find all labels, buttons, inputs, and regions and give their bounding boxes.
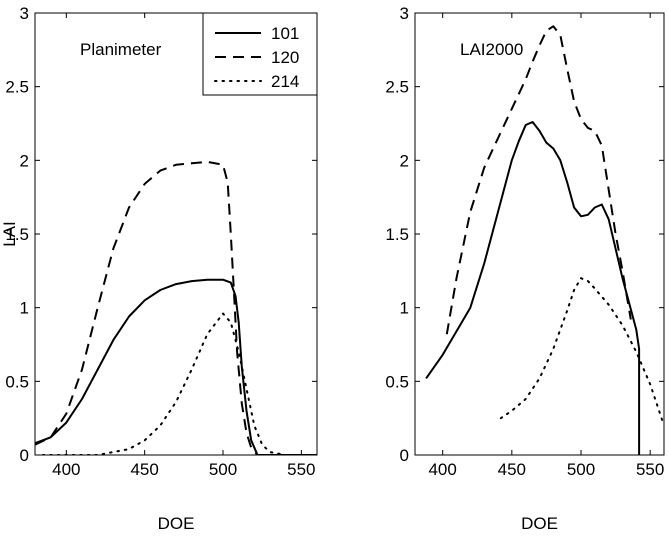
x-tick-label: 400 [428,460,456,479]
panel-annotation: LAI2000 [460,40,523,59]
y-tick-label: 2 [20,151,29,170]
series-line-214 [499,277,664,427]
panel-1: 400 450 500 550 0 0.5 1 1.5 2 2.5 3 DOE LAI Planimete… [0,4,318,533]
y-tick-label: 2.5 [385,78,409,97]
panel-2: 400 450 500 550 0 0.5 1 1.5 2 2.5 3 DOE LAI2000 [385,4,665,533]
y-axis-label: LAI [0,221,19,247]
y-tick-label: 1 [400,299,409,318]
series-line-214 [41,312,317,455]
x-tick-label: 500 [209,460,237,479]
legend-label: 120 [271,48,299,67]
legend-box [202,12,318,96]
y-tick-label: 0.5 [5,372,29,391]
y-tick-label: 2 [400,151,409,170]
x-tick-label: 450 [498,460,526,479]
x-tick-label: 400 [52,460,80,479]
y-tick-label: 0.5 [385,372,409,391]
x-axis-label: DOE [521,514,558,533]
y-tick-label: 1.5 [5,225,29,244]
y-tick-label: 1.5 [385,225,409,244]
x-tick-label: 500 [567,460,595,479]
legend-label: 214 [271,72,299,91]
panel-annotation: Planimeter [80,40,162,59]
series-line-120 [445,25,632,335]
series-line-120 [35,160,317,455]
y-tick-label: 0 [400,446,409,465]
y-tick-label: 3 [400,4,409,23]
legend-label: 101 [271,24,299,43]
x-tick-label: 550 [636,460,664,479]
x-tick-label: 550 [287,460,315,479]
x-axis-label: DOE [158,514,195,533]
y-tick-label: 0 [20,446,29,465]
x-tick-label: 450 [130,460,158,479]
y-tick-label: 1 [20,299,29,318]
series-line-101 [35,278,317,455]
y-tick-label: 3 [20,4,29,23]
plot-frame [414,12,665,456]
series-line-101 [425,121,641,455]
y-tick-label: 2.5 [5,78,29,97]
legend: 101 120 214 [202,12,318,96]
